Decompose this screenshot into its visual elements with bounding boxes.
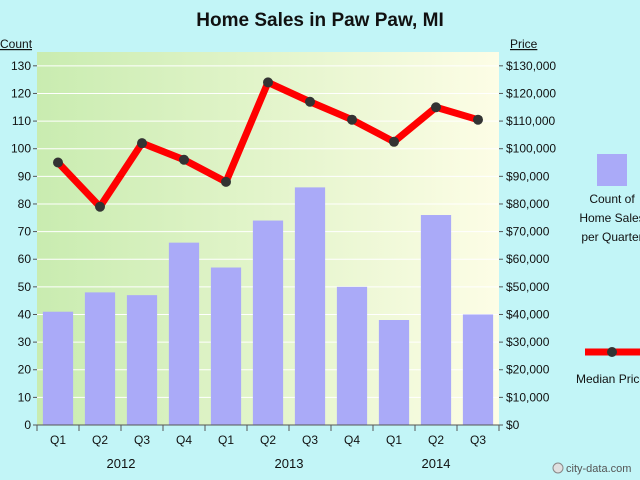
left-tick-label: 0 — [24, 418, 31, 432]
bar — [294, 187, 326, 425]
year-label: 2013 — [275, 456, 304, 471]
right-tick-label: $70,000 — [506, 225, 550, 239]
year-label: 2014 — [422, 456, 451, 471]
line-point — [305, 96, 315, 107]
x-axis-ticks: Q1 Q2 Q3 Q4 Q1 Q2 Q3 Q4 Q1 Q2 Q3 — [36, 424, 500, 447]
left-tick-label: 10 — [18, 390, 32, 404]
right-tick-label: $40,000 — [506, 307, 550, 321]
right-tick-label: $30,000 — [506, 335, 550, 349]
line-point — [473, 114, 483, 125]
right-tick-label: $110,000 — [506, 114, 555, 128]
left-tick-label: 110 — [12, 114, 31, 128]
bar — [210, 267, 242, 425]
line-point — [95, 201, 105, 212]
left-tick-label: 30 — [18, 335, 32, 349]
line-point — [263, 77, 273, 88]
x-tick-label: Q1 — [218, 433, 234, 447]
x-tick-label: Q1 — [50, 433, 66, 447]
legend-bar-swatch — [597, 154, 627, 186]
line-point — [221, 176, 231, 187]
right-axis-title: Price — [510, 37, 538, 51]
watermark: city-data.com — [552, 462, 631, 475]
right-tick-label: $100,000 — [506, 142, 556, 156]
left-tick-label: 100 — [11, 142, 31, 156]
chart-title: Home Sales in Paw Paw, MI — [196, 10, 443, 31]
legend-line-label: Median Price — [576, 372, 640, 386]
left-tick-label: 40 — [18, 307, 32, 321]
right-tick-label: $60,000 — [506, 252, 550, 266]
bar — [420, 215, 452, 425]
line-point — [137, 138, 147, 149]
line-point — [431, 102, 441, 113]
bar — [168, 242, 200, 425]
x-tick-label: Q4 — [344, 433, 360, 447]
x-tick-label: Q3 — [134, 433, 150, 447]
line-point — [347, 114, 357, 125]
left-tick-label: 120 — [11, 86, 31, 100]
left-tick-label: 60 — [18, 252, 32, 266]
line-point — [179, 154, 189, 165]
legend-bar-label-1: Count of — [589, 192, 635, 206]
left-tick-label: 80 — [18, 197, 32, 211]
x-tick-label: Q3 — [302, 433, 318, 447]
right-tick-label: $20,000 — [506, 363, 550, 377]
x-tick-label: Q2 — [428, 433, 444, 447]
right-tick-label: $120,000 — [506, 86, 556, 100]
right-tick-label: $10,000 — [506, 390, 550, 404]
bar — [84, 292, 116, 425]
line-point — [53, 157, 63, 168]
right-tick-label: $80,000 — [506, 197, 550, 211]
bar-series — [42, 187, 494, 425]
left-tick-label: 20 — [18, 363, 32, 377]
x-tick-label: Q2 — [260, 433, 276, 447]
bar — [462, 314, 494, 425]
legend-bar-label-2: Home Sales — [579, 211, 640, 225]
left-tick-label: 50 — [18, 280, 32, 294]
legend-bar-label-3: per Quarter — [581, 230, 640, 244]
left-axis-ticks: 0 10 20 30 40 50 60 70 80 90 100 110 120 130 — [11, 59, 37, 432]
x-tick-label: Q2 — [92, 433, 108, 447]
year-label: 2012 — [107, 456, 136, 471]
right-tick-label: $50,000 — [506, 280, 550, 294]
right-tick-label: $0 — [506, 418, 520, 432]
year-labels: 2012 2013 2014 — [107, 456, 451, 471]
x-tick-label: Q3 — [470, 433, 486, 447]
bar — [42, 311, 74, 425]
globe-icon — [552, 462, 564, 474]
legend-line-marker — [607, 347, 617, 357]
right-tick-label: $90,000 — [506, 169, 550, 183]
right-axis-ticks: $0 $10,000 $20,000 $30,000 $40,000 $50,000 $60… — [499, 59, 556, 432]
bar — [126, 295, 158, 425]
right-tick-label: $130,000 — [506, 59, 556, 73]
line-series — [53, 77, 483, 212]
x-tick-label: Q4 — [176, 433, 192, 447]
bar — [378, 320, 410, 425]
left-tick-label: 130 — [11, 59, 31, 73]
left-tick-label: 70 — [18, 225, 32, 239]
bar — [252, 220, 284, 425]
legend: Count of Home Sales per Quarter Median P… — [576, 154, 640, 386]
x-tick-label: Q1 — [386, 433, 402, 447]
left-axis-title: Count — [0, 37, 33, 51]
bar — [336, 286, 368, 425]
watermark-text: city-data.com — [566, 463, 631, 475]
left-tick-label: 90 — [18, 169, 32, 183]
line-point — [389, 136, 399, 147]
